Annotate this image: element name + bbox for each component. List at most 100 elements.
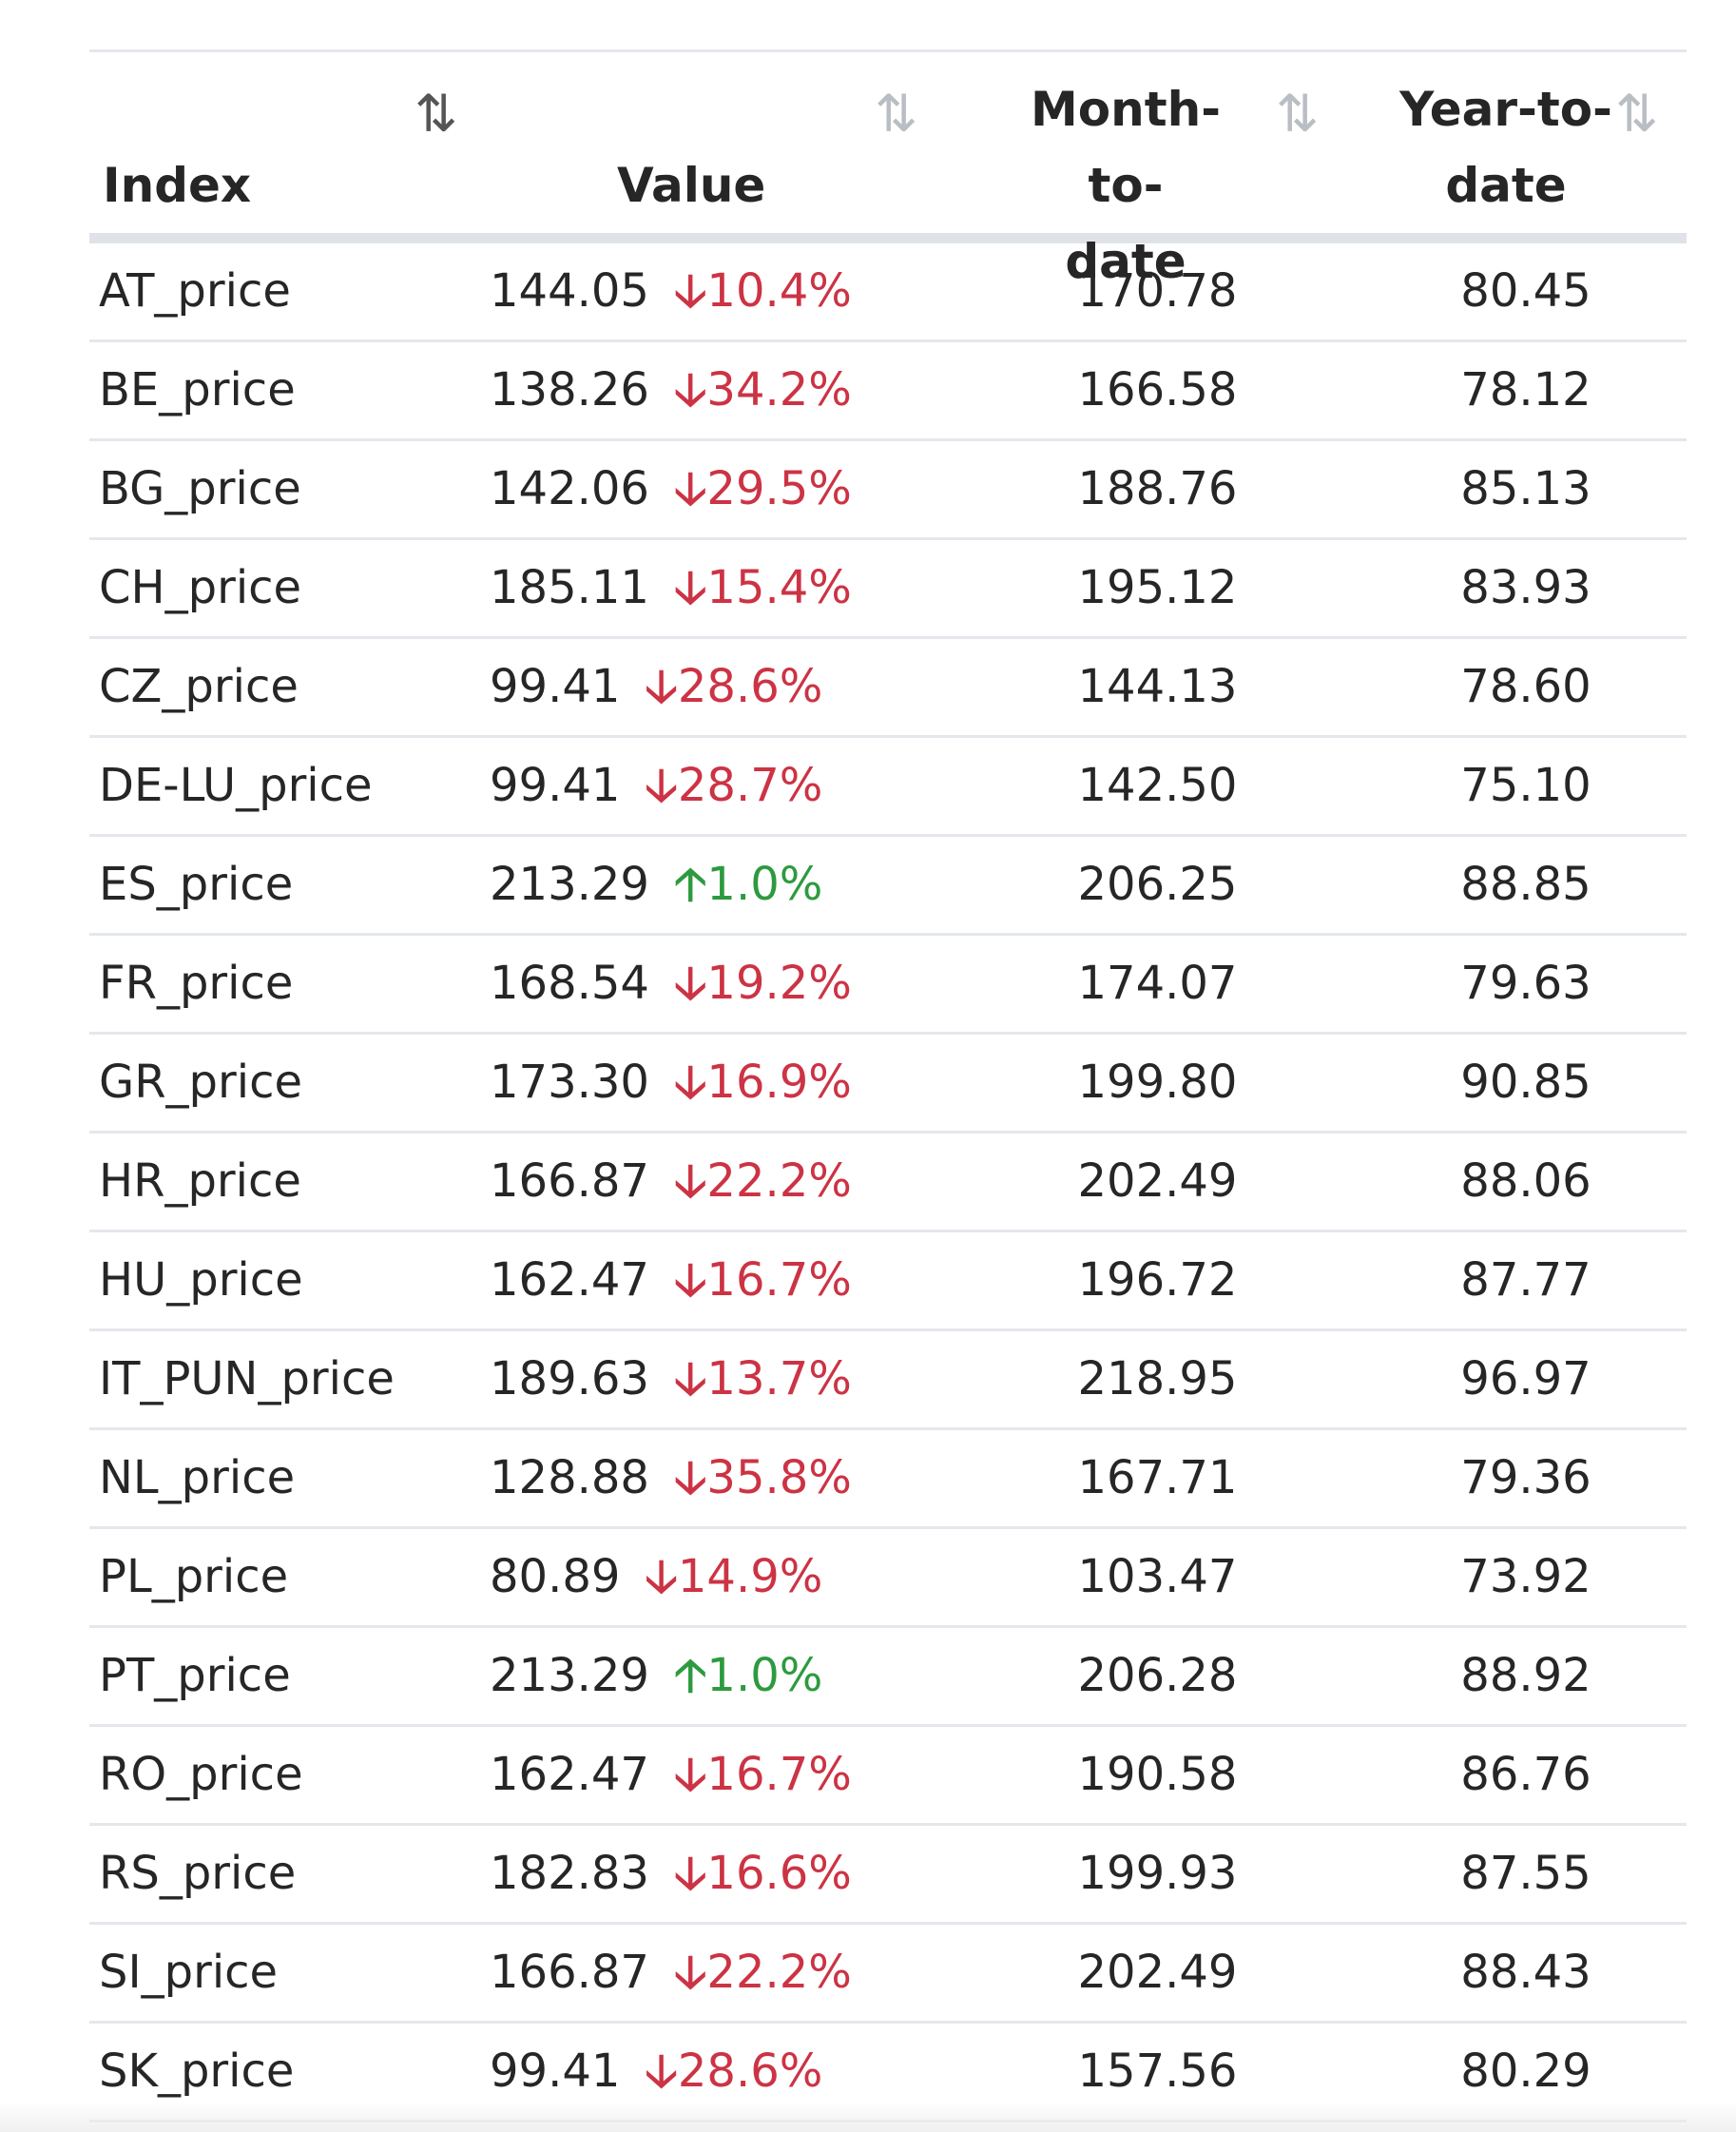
column-header-index[interactable]: Index [103,158,252,213]
change-indicator: 🡡1.0% [674,858,822,911]
year-to-date-cell: 90.85 [1460,1056,1591,1109]
column-header-month-to-date[interactable]: Month-to- date [997,71,1254,300]
value-cell: 166.87 🡣22.2% [490,1925,852,2021]
table-top-border [89,49,1687,52]
arrow-down-icon: 🡣 [673,1352,707,1405]
table-row: HR_price 166.87 🡣22.2% 202.49 88.06 [89,1134,1687,1232]
table-row: GR_price 173.30 🡣16.9% 199.80 90.85 [89,1035,1687,1134]
index-cell: DE-LU_price [99,759,373,812]
change-percent: 34.2% [706,363,852,417]
column-header-value[interactable]: Value [617,158,766,213]
month-to-date-cell: 202.49 [1077,1946,1238,1999]
change-percent: 29.5% [706,462,852,515]
table-header: Index ⇅ Value ⇅ Month-to- date ⇅ Year-to… [89,52,1687,289]
month-to-date-cell: 202.49 [1077,1154,1238,1208]
value-cell: 162.47 🡣16.7% [490,1232,852,1328]
value-number: 142.06 [490,462,649,515]
year-to-date-cell: 87.77 [1460,1253,1591,1307]
sort-icon[interactable]: ⇅ [415,84,458,144]
arrow-down-icon: 🡣 [673,264,707,318]
month-to-date-cell: 167.71 [1077,1451,1238,1504]
change-indicator: 🡣14.9% [645,1550,822,1603]
year-to-date-cell: 73.92 [1460,1550,1591,1603]
sort-icon[interactable]: ⇅ [1276,84,1320,144]
year-to-date-cell: 88.92 [1460,1649,1591,1702]
value-cell: 142.06 🡣29.5% [490,441,852,537]
value-cell: 128.88 🡣35.8% [490,1430,852,1526]
value-cell: 213.29 🡡1.0% [490,1628,822,1724]
month-to-date-cell: 144.13 [1077,660,1238,713]
change-indicator: 🡣16.9% [674,1056,852,1109]
arrow-down-icon: 🡣 [673,363,707,417]
table-row: AT_price 144.05 🡣10.4% 170.78 80.45 [89,243,1687,342]
value-number: 80.89 [490,1550,621,1603]
arrow-down-icon: 🡣 [673,462,707,515]
month-to-date-cell: 103.47 [1077,1550,1238,1603]
change-indicator: 🡣16.7% [674,1748,852,1801]
value-number: 162.47 [490,1253,649,1307]
value-cell: 80.89 🡣14.9% [490,1529,822,1625]
value-number: 99.41 [490,2045,621,2098]
arrow-down-icon: 🡣 [673,1748,707,1801]
month-to-date-cell: 206.25 [1077,858,1238,911]
table-row: ES_price 213.29 🡡1.0% 206.25 88.85 [89,837,1687,936]
arrow-down-icon: 🡣 [673,1847,707,1900]
index-cell: FR_price [99,957,294,1010]
value-cell: 166.87 🡣22.2% [490,1134,852,1230]
index-cell: CZ_price [99,660,299,713]
year-to-date-cell: 80.29 [1460,2045,1591,2098]
table-row: HU_price 162.47 🡣16.7% 196.72 87.77 [89,1232,1687,1331]
value-number: 99.41 [490,660,621,713]
change-indicator: 🡣19.2% [674,957,852,1010]
change-percent: 1.0% [706,858,823,911]
sort-icon[interactable]: ⇅ [875,84,918,144]
price-index-table: Index ⇅ Value ⇅ Month-to- date ⇅ Year-to… [89,49,1687,2122]
change-indicator: 🡣29.5% [674,462,852,515]
change-percent: 28.6% [677,2045,823,2098]
value-cell: 173.30 🡣16.9% [490,1035,852,1131]
month-to-date-cell: 199.93 [1077,1847,1238,1900]
change-percent: 35.8% [706,1451,852,1504]
value-cell: 182.83 🡣16.6% [490,1826,852,1922]
arrow-down-icon: 🡣 [645,1550,678,1603]
change-percent: 1.0% [706,1649,823,1702]
table-body: AT_price 144.05 🡣10.4% 170.78 80.45 BE_price 1… [89,243,1687,2122]
table-row: BE_price 138.26 🡣34.2% 166.58 78.12 [89,342,1687,441]
year-to-date-cell: 78.12 [1460,363,1591,417]
sort-icon[interactable]: ⇅ [1615,84,1659,144]
header-line: date [1065,234,1186,289]
arrow-down-icon: 🡣 [673,1056,707,1109]
year-to-date-cell: 87.55 [1460,1847,1591,1900]
value-number: 213.29 [490,1649,649,1702]
value-number: 166.87 [490,1154,649,1208]
change-percent: 22.2% [706,1154,852,1208]
value-number: 213.29 [490,858,649,911]
year-to-date-cell: 86.76 [1460,1748,1591,1801]
arrow-up-icon: 🡡 [673,858,707,911]
arrow-down-icon: 🡣 [645,759,678,812]
change-percent: 28.6% [677,660,823,713]
year-to-date-cell: 83.93 [1460,561,1591,614]
change-percent: 28.7% [677,759,823,812]
month-to-date-cell: 174.07 [1077,957,1238,1010]
value-number: 168.54 [490,957,649,1010]
table-row: CZ_price 99.41 🡣28.6% 144.13 78.60 [89,639,1687,738]
scroll-fade [0,2102,1736,2132]
table-row: BG_price 142.06 🡣29.5% 188.76 85.13 [89,441,1687,540]
index-cell: BE_price [99,363,296,417]
change-indicator: 🡣34.2% [674,363,852,417]
index-cell: ES_price [99,858,294,911]
change-indicator: 🡣10.4% [674,264,852,318]
change-indicator: 🡣13.7% [674,1352,852,1405]
arrow-down-icon: 🡣 [673,1946,707,1999]
index-cell: IT_PUN_price [99,1352,395,1405]
column-header-year-to-date[interactable]: Year-to- date [1387,71,1625,223]
month-to-date-cell: 196.72 [1077,1253,1238,1307]
table-row: PL_price 80.89 🡣14.9% 103.47 73.92 [89,1529,1687,1628]
value-number: 173.30 [490,1056,649,1109]
change-percent: 16.7% [706,1748,852,1801]
change-indicator: 🡣22.2% [674,1154,852,1208]
index-cell: RO_price [99,1748,303,1801]
index-cell: CH_price [99,561,302,614]
year-to-date-cell: 88.85 [1460,858,1591,911]
